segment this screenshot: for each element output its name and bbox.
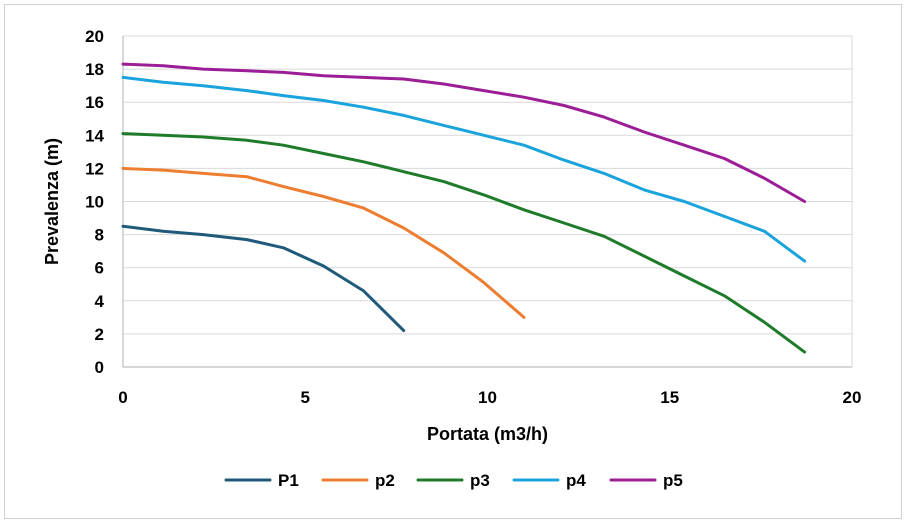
y-tick-label: 18 bbox=[85, 60, 104, 79]
x-axis-title: Portata (m3/h) bbox=[427, 424, 548, 444]
legend-label: p5 bbox=[663, 471, 683, 490]
x-tick-label: 5 bbox=[301, 388, 310, 407]
y-tick-labels: 0 2 4 6 8 10 12 14 16 18 20 bbox=[85, 27, 104, 377]
legend-label: p2 bbox=[375, 471, 395, 490]
axes bbox=[122, 36, 852, 368]
x-tick-label: 0 bbox=[118, 388, 127, 407]
series-line-p3 bbox=[121, 132, 807, 354]
legend-item-p5: p5 bbox=[609, 471, 683, 490]
y-tick-label: 10 bbox=[85, 193, 104, 212]
legend: P1 p2 p3 p4 p5 bbox=[224, 471, 683, 490]
legend-label: p3 bbox=[470, 471, 490, 490]
y-tick-label: 6 bbox=[95, 259, 104, 278]
y-tick-label: 0 bbox=[95, 358, 104, 377]
y-tick-label: 14 bbox=[85, 126, 104, 145]
y-tick-label: 2 bbox=[95, 325, 104, 344]
series-line-p4 bbox=[121, 75, 807, 263]
y-tick-label: 12 bbox=[85, 159, 104, 178]
y-tick-label: 4 bbox=[95, 292, 105, 311]
y-axis-title: Prevalenza (m) bbox=[42, 138, 62, 265]
legend-item-p3: p3 bbox=[416, 471, 490, 490]
series-line-p1 bbox=[121, 224, 406, 333]
legend-item-p4: p4 bbox=[512, 471, 586, 490]
series-lines bbox=[121, 62, 807, 354]
legend-label: P1 bbox=[278, 471, 299, 490]
x-tick-label: 20 bbox=[843, 388, 862, 407]
legend-item-p1: P1 bbox=[224, 471, 299, 490]
gridlines bbox=[123, 35, 853, 367]
series-line-p2 bbox=[121, 166, 526, 319]
legend-label: p4 bbox=[566, 471, 586, 490]
y-tick-label: 8 bbox=[95, 226, 104, 245]
series-line-p5 bbox=[121, 62, 807, 203]
x-tick-label: 10 bbox=[478, 388, 497, 407]
legend-item-p2: p2 bbox=[321, 471, 395, 490]
x-tick-labels: 0 5 10 15 20 bbox=[118, 388, 861, 407]
y-tick-label: 20 bbox=[85, 27, 104, 46]
y-tick-label: 16 bbox=[85, 93, 104, 112]
x-tick-label: 15 bbox=[660, 388, 679, 407]
